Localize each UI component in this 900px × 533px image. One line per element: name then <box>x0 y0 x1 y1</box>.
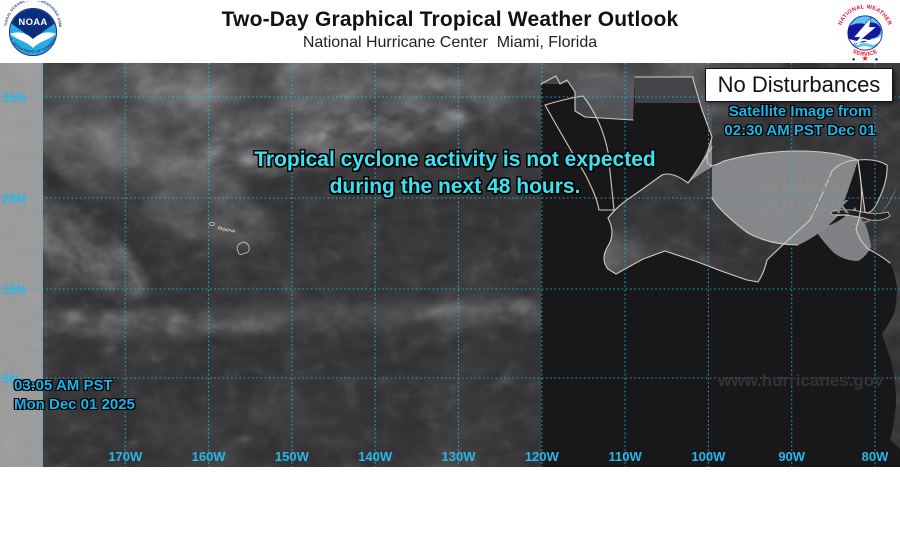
svg-text:160W: 160W <box>192 449 227 464</box>
svg-text:35N: 35N <box>2 90 26 105</box>
svg-text:170W: 170W <box>108 449 143 464</box>
svg-text:150W: 150W <box>275 449 310 464</box>
svg-text:110W: 110W <box>608 449 642 464</box>
svg-text:140W: 140W <box>358 449 393 464</box>
svg-text:25N: 25N <box>2 191 26 206</box>
svg-text:15N: 15N <box>2 282 26 297</box>
svg-text:★: ★ <box>861 54 868 62</box>
svg-text:100W: 100W <box>691 449 726 464</box>
svg-text:80W: 80W <box>862 449 889 464</box>
svg-text:90W: 90W <box>778 449 805 464</box>
svg-text:5N: 5N <box>2 371 19 386</box>
svg-text:120W: 120W <box>525 449 560 464</box>
svg-text:130W: 130W <box>442 449 477 464</box>
